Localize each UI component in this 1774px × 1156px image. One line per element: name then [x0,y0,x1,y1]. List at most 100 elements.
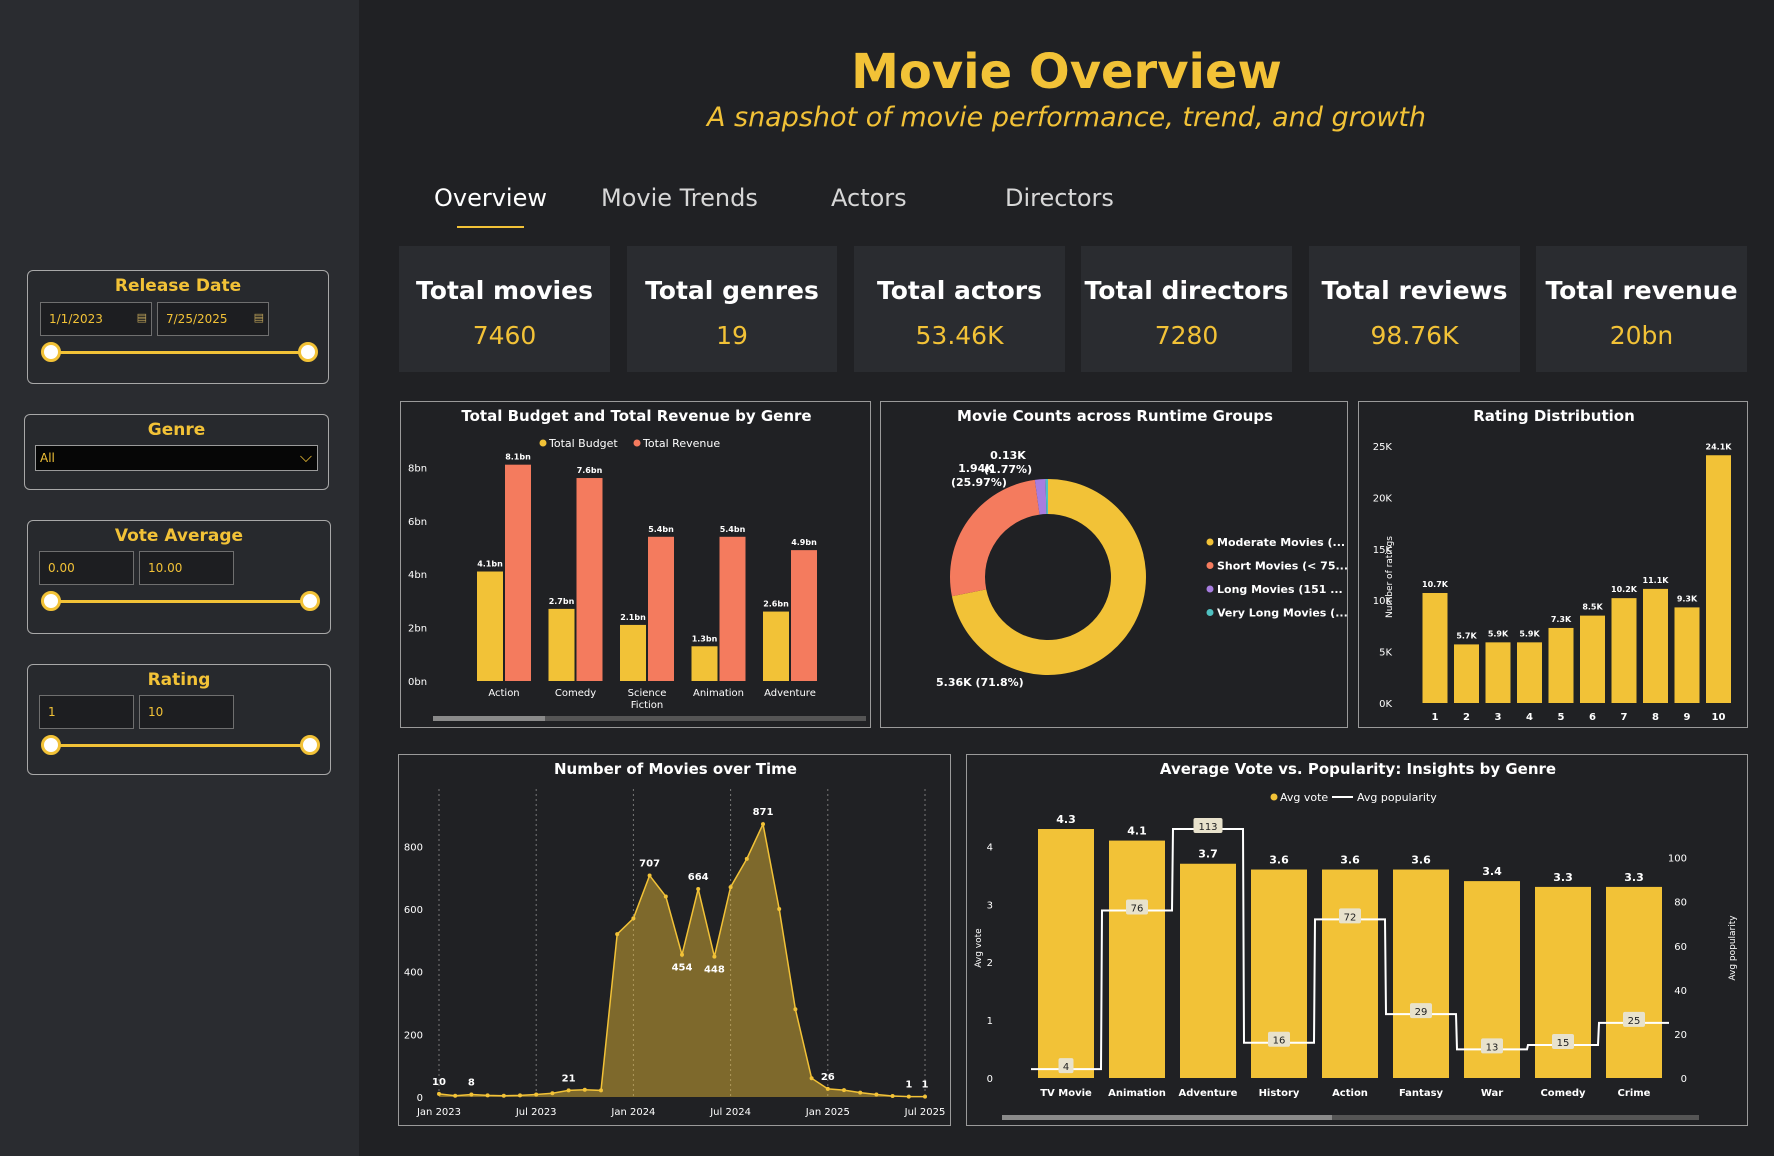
tab-movie-trends[interactable]: Movie Trends [601,184,758,212]
x-tick-label: 3 [1495,712,1502,723]
y2-tick-label: 60 [1674,942,1687,953]
data-point [485,1093,490,1098]
vote-slider-max-handle[interactable] [300,591,320,611]
genre-dropdown[interactable]: All ⌵ [35,445,318,471]
legend-label: Long Movies (151 ... [1217,583,1343,596]
donut-slice [950,479,1040,597]
page-title: Movie Overview [851,44,1282,100]
legend-marker [1206,585,1214,593]
rating-filter: Rating 1 10 [27,664,331,775]
rating-min-input[interactable]: 1 [39,695,134,729]
data-point [647,873,652,878]
x-tick-label: Animation [1108,1088,1166,1099]
vote-max-input[interactable]: 10.00 [139,551,234,585]
calendar-icon[interactable]: ▤ [136,311,147,324]
data-label: 5.4bn [720,525,746,534]
rating-slider-min-handle[interactable] [41,735,61,755]
data-point [566,1088,571,1093]
date-from-input[interactable]: 1/1/2023 ▤ [40,302,152,336]
legend-marker [1206,562,1214,569]
vote-slider-track[interactable] [52,600,308,603]
tab-overview[interactable]: Overview [434,184,547,212]
kpi-value: 20bn [1609,321,1674,350]
y-axis-label: Avg vote [974,928,984,968]
y-tick-label: 2 [987,958,993,969]
bar-rating [1548,627,1574,703]
data-label: 454 [672,963,693,974]
y-tick-label: 15K [1373,545,1393,556]
data-point [793,1007,798,1012]
bar-rating [1454,644,1479,703]
kpi-value: 7280 [1154,321,1219,350]
data-point [923,1094,927,1099]
data-label: 4.1 [1127,825,1147,838]
data-label: 1.3bn [692,634,718,643]
date-to-input[interactable]: 7/25/2025 ▤ [157,302,269,336]
kpi-card-total-revenue: Total revenue 20bn [1536,246,1747,372]
y-tick-label: 20K [1373,493,1393,504]
data-point [663,894,668,899]
donut-slice [1045,479,1048,515]
bar-rating [1422,593,1448,703]
y-tick-label: 4bn [408,570,427,581]
donut-slice [951,479,1146,675]
date-slider-start-handle[interactable] [41,342,61,362]
scrollbar-thumb[interactable] [433,716,545,721]
scrollbar-thumb[interactable] [1002,1115,1332,1120]
tab-directors[interactable]: Directors [1005,184,1114,212]
slice-label-long: 0.13K [990,449,1026,462]
popularity-label: 76 [1131,904,1144,915]
y-tick-label: 0bn [408,677,427,688]
data-point [550,1091,555,1096]
data-label: 9.3K [1677,594,1698,603]
y-tick-label: 0 [417,1093,423,1104]
tab-actors[interactable]: Actors [831,184,907,212]
bar-rating [1517,642,1542,703]
x-tick-label: 8 [1652,712,1659,723]
data-label: 8.1bn [505,453,531,462]
rating-slider-max-handle[interactable] [300,735,320,755]
date-slider-end-handle[interactable] [298,342,318,362]
bar-avg-vote [1109,840,1165,1078]
vote-slider-min-handle[interactable] [41,591,61,611]
y-tick-label: 800 [404,842,423,853]
data-label: 3.6 [1269,854,1289,867]
data-label: 2.6bn [763,600,789,609]
x-tick-label: 1 [1432,712,1439,723]
chart-title: Average Vote vs. Popularity: Insights by… [1160,760,1556,778]
data-point [842,1088,846,1093]
slice-label-moderate: 5.36K (71.8%) [936,676,1024,689]
kpi-label: Total movies [416,276,593,305]
popularity-label: 113 [1198,822,1217,833]
x-tick-label: Science [628,688,667,699]
legend-label: Short Movies (< 75... [1217,560,1348,573]
bar-total-budget [477,571,503,681]
vote-min-value: 0.00 [48,561,75,575]
data-point [874,1092,879,1097]
rating-max-input[interactable]: 10 [139,695,234,729]
popularity-label-bg [1339,908,1361,924]
popularity-label-bg [1193,818,1223,833]
bar-total-budget [691,646,718,681]
date-slider-track[interactable] [52,351,308,354]
kpi-card-total-movies: Total movies 7460 [399,246,610,372]
calendar-icon[interactable]: ▤ [253,311,264,324]
rating-distribution-chart: Rating Distribution 0K 5K 10K 15K 20K 25K Numbe… [1373,407,1733,723]
data-point [696,886,701,891]
genre-filter: Genre All ⌵ [24,414,329,490]
bar-rating [1580,615,1605,703]
data-point [890,1094,895,1099]
vote-min-input[interactable]: 0.00 [39,551,134,585]
budget-revenue-chart-panel: Total Budget and Total Revenue by Genre T… [400,401,871,728]
bar-total-revenue [648,536,674,681]
x-tick-label: 7 [1621,712,1628,723]
horizontal-scrollbar[interactable] [1002,1115,1699,1120]
data-label: 7.6bn [577,466,603,475]
x-tick-label: 2 [1463,712,1470,723]
kpi-card-total-reviews: Total reviews 98.76K [1309,246,1520,372]
bar-total-revenue [719,536,746,681]
x-tick-label: 5 [1558,712,1565,723]
horizontal-scrollbar[interactable] [433,716,866,721]
legend-label: Moderate Movies (... [1217,536,1345,549]
rating-slider-track[interactable] [52,744,308,747]
